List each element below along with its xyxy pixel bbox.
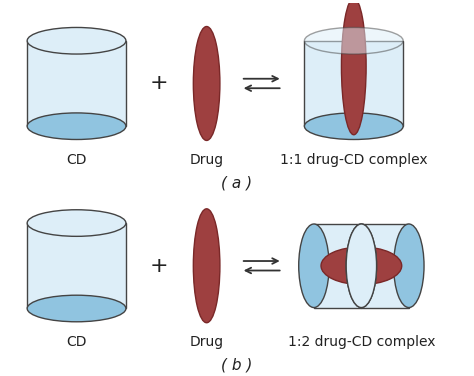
Text: ( a ): ( a ) bbox=[221, 176, 253, 191]
Ellipse shape bbox=[304, 113, 403, 139]
Ellipse shape bbox=[346, 224, 376, 308]
Ellipse shape bbox=[193, 209, 220, 323]
Ellipse shape bbox=[321, 247, 402, 285]
Ellipse shape bbox=[304, 27, 403, 54]
Text: 1:1 drug-CD complex: 1:1 drug-CD complex bbox=[280, 153, 428, 167]
Ellipse shape bbox=[27, 295, 126, 322]
Ellipse shape bbox=[193, 27, 220, 141]
Text: 1:2 drug-CD complex: 1:2 drug-CD complex bbox=[288, 335, 435, 349]
Text: +: + bbox=[150, 256, 168, 276]
Text: +: + bbox=[150, 73, 168, 94]
Text: CD: CD bbox=[66, 153, 87, 167]
Ellipse shape bbox=[27, 210, 126, 237]
Text: ( b ): ( b ) bbox=[221, 358, 253, 373]
Ellipse shape bbox=[346, 224, 376, 308]
Text: CD: CD bbox=[66, 335, 87, 349]
Polygon shape bbox=[27, 223, 126, 308]
Ellipse shape bbox=[299, 224, 329, 308]
Polygon shape bbox=[314, 224, 361, 308]
Ellipse shape bbox=[393, 224, 424, 308]
Ellipse shape bbox=[341, 0, 366, 135]
Polygon shape bbox=[304, 41, 403, 126]
Polygon shape bbox=[27, 41, 126, 126]
Text: Drug: Drug bbox=[190, 335, 224, 349]
Text: Drug: Drug bbox=[190, 153, 224, 167]
Ellipse shape bbox=[27, 113, 126, 139]
Ellipse shape bbox=[27, 27, 126, 54]
Polygon shape bbox=[361, 224, 409, 308]
